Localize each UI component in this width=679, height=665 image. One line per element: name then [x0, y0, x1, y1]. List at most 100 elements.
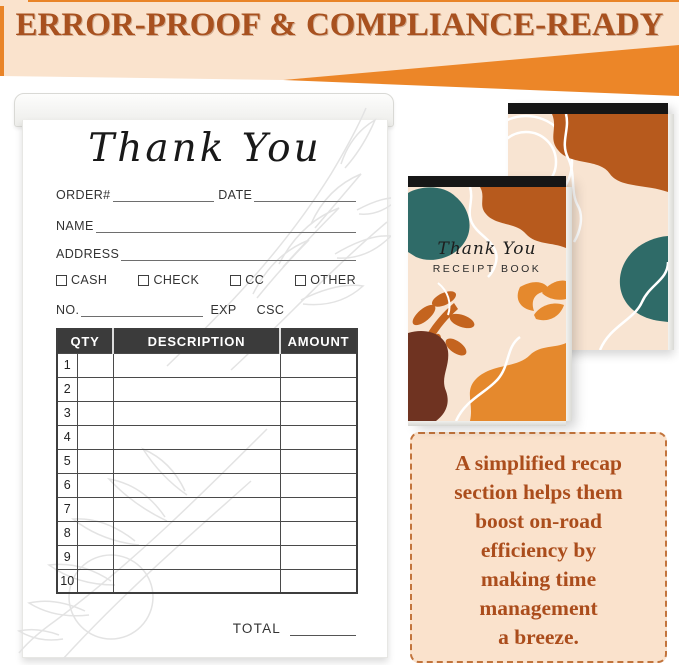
table-row: 5 [56, 448, 358, 474]
description-cell [112, 472, 281, 498]
book-spine [508, 103, 668, 114]
cash-label: CASH [71, 273, 108, 287]
row-number: 9 [56, 544, 78, 570]
checkbox-icon [56, 274, 67, 286]
no-label: NO. [56, 303, 80, 317]
amount-cell [279, 448, 358, 474]
callout-line: A simplified recap [455, 451, 622, 475]
description-cell [112, 424, 281, 450]
total-row: TOTAL [56, 621, 356, 636]
book-spine [408, 176, 566, 187]
name-row: NAME [56, 219, 356, 233]
table-row: 4 [56, 424, 358, 450]
amount-cell [279, 568, 358, 594]
page-edge-bottom [408, 421, 566, 426]
qty-cell [76, 400, 114, 426]
cover-script-title: Thank You [437, 239, 537, 259]
amount-cell [279, 496, 358, 522]
amount-cell [279, 400, 358, 426]
receipt-form-page: Thank You ORDER# DATE NAME ADDRESS CASH [17, 107, 391, 660]
amount-cell [279, 520, 358, 546]
card-number-row: NO. EXP CSC [56, 303, 356, 317]
check-label: CHECK [153, 273, 200, 287]
callout-line: boost on-road [475, 509, 602, 533]
page-edge [668, 114, 674, 350]
table-row: 7 [56, 496, 358, 522]
amount-cell [279, 544, 358, 570]
cover-subtitle: RECEIPT BOOK [432, 263, 542, 275]
payment-option-cash: CASH [56, 273, 107, 287]
table-row: 3 [56, 400, 358, 426]
table-row: 8 [56, 520, 358, 546]
callout-line: management [479, 596, 598, 620]
qty-cell [76, 472, 114, 498]
qty-cell [76, 448, 114, 474]
address-blank-line [121, 247, 356, 261]
address-row: ADDRESS [56, 247, 356, 261]
qty-cell [76, 352, 114, 378]
cover-title-block: Thank You RECEIPT BOOK [408, 239, 566, 275]
qty-cell [76, 496, 114, 522]
amount-cell [279, 472, 358, 498]
total-blank-line [290, 623, 356, 636]
callout-line: a breeze. [498, 625, 579, 649]
description-cell [112, 520, 281, 546]
table-row: 10 [56, 568, 358, 594]
cover-illustration-front [408, 187, 566, 421]
description-cell [112, 400, 281, 426]
callout-line: efficiency by [480, 538, 597, 562]
qty-header: QTY [57, 329, 113, 353]
checkbox-icon [295, 274, 307, 286]
page-edge [566, 187, 572, 421]
table-row: 9 [56, 544, 358, 570]
page-title: ERROR-PROOF & COMPLIANCE-READY [15, 7, 664, 43]
description-cell [112, 544, 281, 570]
description-cell [112, 376, 281, 402]
table-row: 6 [56, 472, 358, 498]
no-blank-line [81, 303, 204, 317]
form-title-script: Thank You [88, 126, 322, 171]
checkbox-icon [230, 274, 242, 286]
left-accent-line [0, 6, 4, 76]
checkbox-icon [138, 274, 150, 286]
row-number: 1 [56, 352, 78, 378]
order-blank-line [112, 188, 215, 202]
amount-cell [279, 352, 358, 378]
header-banner: ERROR-PROOF & COMPLIANCE-READY [0, 0, 679, 102]
qty-cell [76, 568, 114, 594]
qty-cell [76, 424, 114, 450]
payment-option-check: CHECK [138, 273, 199, 287]
description-cell [112, 496, 281, 522]
line-items-table: QTY DESCRIPTION AMOUNT 1 2 3 4 5 6 7 8 9… [56, 328, 358, 594]
row-number: 4 [56, 424, 78, 450]
callout-box: A simplified recap section helps them bo… [410, 432, 667, 663]
other-label: OTHER [310, 273, 356, 287]
qty-cell [76, 376, 114, 402]
payment-option-other: OTHER [295, 273, 356, 287]
qty-cell [76, 520, 114, 546]
date-blank-line [254, 188, 357, 202]
table-row: 1 [56, 352, 358, 378]
address-label: ADDRESS [56, 247, 120, 261]
qty-cell [76, 544, 114, 570]
order-date-row: ORDER# DATE [56, 188, 357, 202]
amount-header: AMOUNT [279, 329, 357, 353]
row-number: 3 [56, 400, 78, 426]
table-header-row: QTY DESCRIPTION AMOUNT [57, 329, 357, 353]
amount-cell [279, 376, 358, 402]
description-header: DESCRIPTION [112, 329, 280, 353]
name-blank-line [95, 219, 356, 233]
row-number: 7 [56, 496, 78, 522]
order-label: ORDER# [56, 188, 111, 202]
exp-label: EXP [210, 303, 237, 317]
top-accent-line [28, 0, 679, 2]
cc-label: CC [245, 273, 265, 287]
description-cell [112, 448, 281, 474]
amount-cell [279, 424, 358, 450]
payment-option-cc: CC [230, 273, 264, 287]
date-label: DATE [218, 188, 253, 202]
csc-label: CSC [256, 303, 285, 317]
row-number: 10 [56, 568, 78, 594]
payment-options-row: CASH CHECK CC OTHER [56, 273, 356, 287]
